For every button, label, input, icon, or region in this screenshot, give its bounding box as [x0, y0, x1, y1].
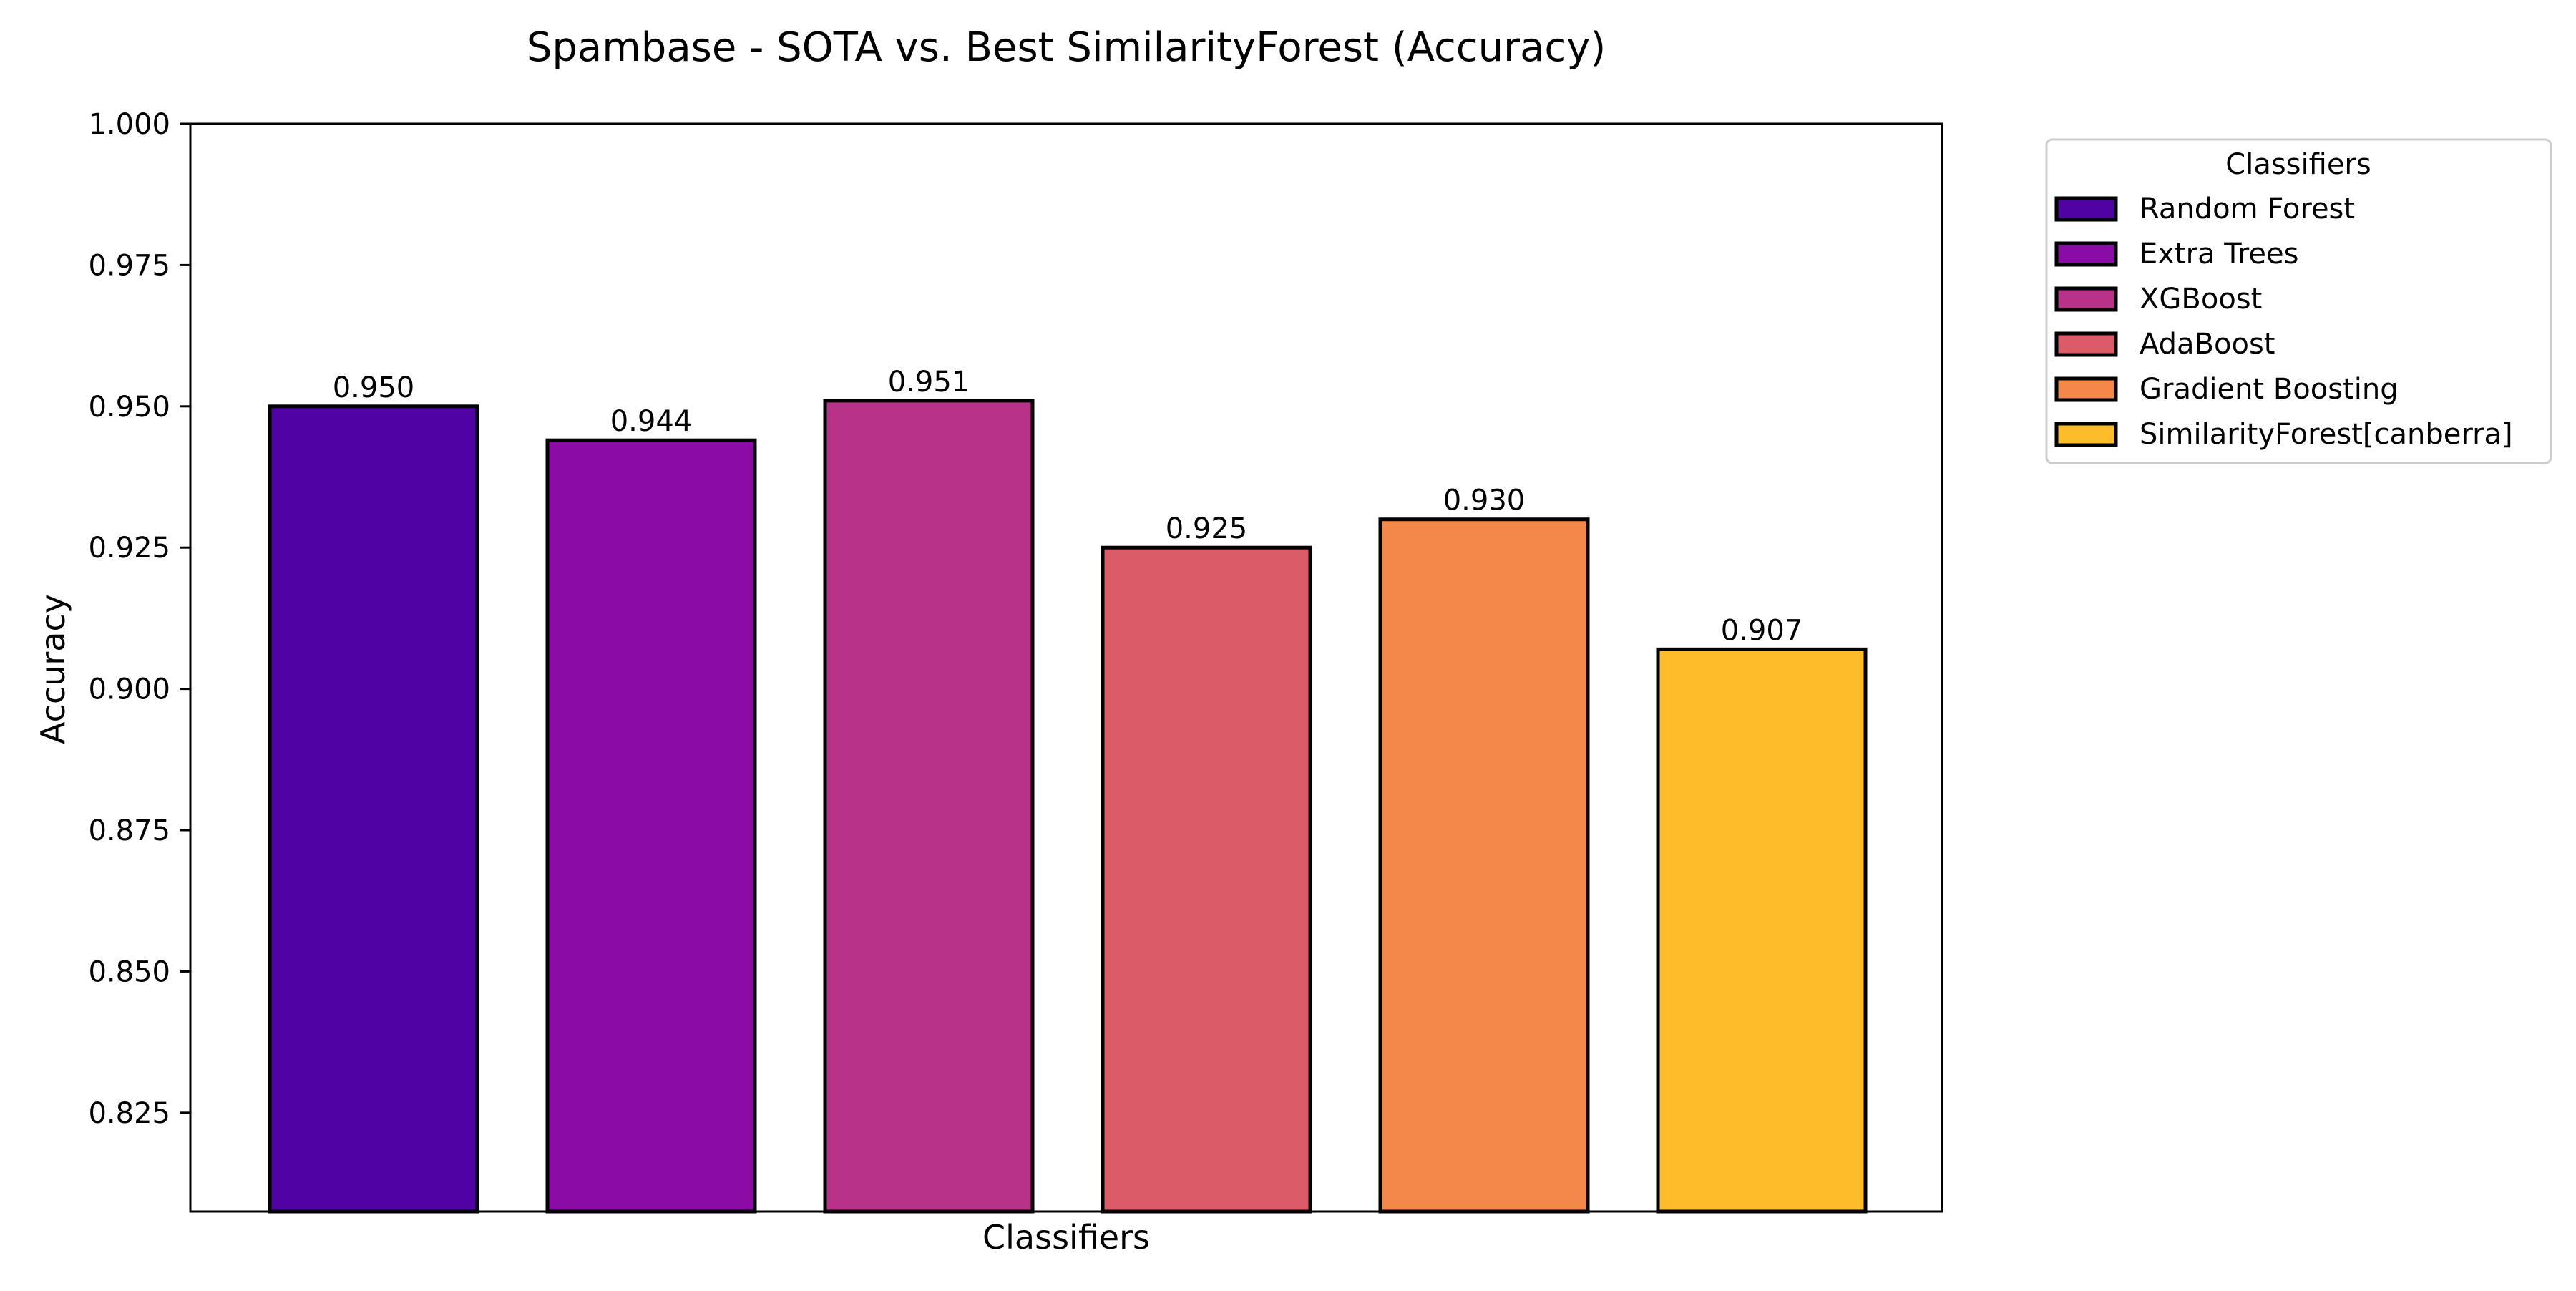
bar-similarityforest-canberra-: [1656, 647, 1868, 1214]
y-ticks-layer: 0.825 0.850 0.875 0.900 0.925 0.950 0.975 1.000: [88, 108, 190, 1130]
legend-swatch: [2054, 331, 2118, 357]
bar-adaboost: [1101, 545, 1312, 1214]
y-tick-label: 0.825: [88, 1097, 170, 1130]
legend-swatch: [2054, 196, 2118, 222]
plot-area-frame: [189, 122, 1943, 1213]
y-tick-label: 0.975: [88, 249, 170, 282]
bar-value-label: 0.950: [333, 371, 415, 404]
bar-value-label: 0.951: [888, 366, 970, 399]
legend-swatch: [2054, 376, 2118, 402]
y-tick-label: 0.875: [88, 814, 170, 847]
bar-value-label: 0.944: [610, 405, 693, 438]
bar-extra-trees: [545, 438, 757, 1214]
legend-entry-label: Gradient Boosting: [2140, 373, 2399, 406]
bar-value-label: 0.925: [1166, 512, 1248, 545]
x-axis-label: Classifiers: [982, 1218, 1150, 1257]
legend-entry-label: SimilarityForest[canberra]: [2140, 418, 2513, 451]
y-tick-label: 0.900: [88, 673, 170, 706]
legend-swatch: [2054, 422, 2118, 447]
legend-frame: [2045, 138, 2552, 464]
chart-title: Spambase - SOTA vs. Best SimilarityFores…: [527, 24, 1606, 71]
bars-layer: 0.950 0.944 0.951 0.925 0.930 0.907: [268, 366, 1868, 1214]
bar-random-forest: [268, 404, 479, 1214]
legend-entry-label: AdaBoost: [2140, 328, 2275, 361]
y-tick-label: 0.950: [88, 391, 170, 424]
y-tick-label: 1.000: [88, 108, 170, 141]
bar-gradient-boosting: [1378, 517, 1590, 1214]
y-tick-label: 0.850: [88, 955, 170, 988]
y-tick-label: 0.925: [88, 532, 170, 565]
y-axis-label: Accuracy: [34, 594, 72, 744]
legend-title: Classifiers: [2225, 148, 2371, 181]
legend: Classifiers Random Forest Extra Trees XGBo…: [2045, 138, 2552, 464]
bar-xgboost: [823, 399, 1035, 1214]
bar-value-label: 0.930: [1443, 484, 1526, 517]
legend-swatch: [2054, 286, 2118, 312]
legend-entry-label: Random Forest: [2140, 193, 2355, 225]
bar-value-label: 0.907: [1721, 614, 1803, 647]
legend-entry-label: Extra Trees: [2140, 238, 2298, 271]
legend-entry-label: XGBoost: [2140, 283, 2262, 316]
legend-swatch: [2054, 241, 2118, 267]
